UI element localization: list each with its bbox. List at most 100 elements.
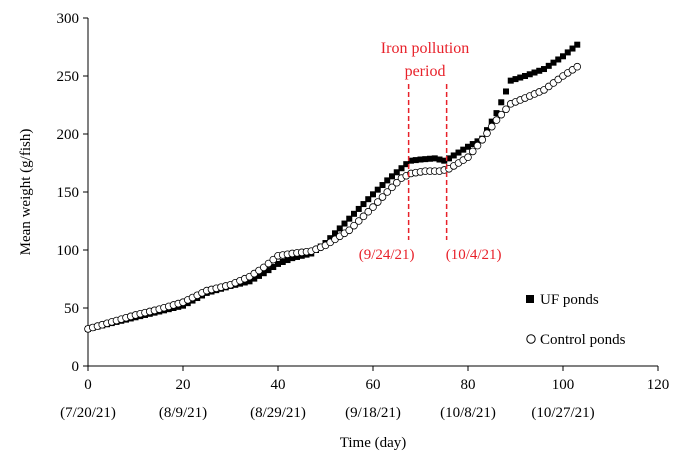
x-date-label: (8/9/21): [159, 405, 207, 421]
legend-marker-control-ponds: [526, 334, 536, 344]
control-point: [364, 207, 373, 216]
uf-point: [327, 235, 334, 242]
iron-pollution-annotation: Iron pollution period (9/24/21) (10/4/21…: [359, 40, 502, 263]
y-tick-label: 0: [72, 359, 80, 375]
uf-point: [446, 155, 452, 162]
uf-point: [379, 182, 386, 189]
x-tick-label: 80: [461, 377, 476, 393]
control-point: [464, 153, 472, 162]
y-axis-label: Mean weight (g/fish): [18, 129, 34, 256]
uf-point: [389, 173, 395, 180]
legend-label-uf-ponds: UF ponds: [540, 292, 599, 308]
uf-point: [355, 205, 362, 212]
uf-point: [522, 73, 528, 79]
uf-point: [560, 53, 566, 60]
control-point: [359, 212, 368, 221]
control-point: [487, 122, 496, 131]
x-tick-label: 0: [84, 377, 92, 393]
series-control-ponds: [84, 62, 582, 333]
uf-point: [493, 110, 500, 117]
uf-point: [488, 118, 495, 125]
uf-point: [360, 201, 367, 208]
y-tick-label: 100: [57, 243, 80, 259]
uf-point: [517, 74, 524, 81]
y-tick-label: 250: [57, 69, 80, 85]
uf-point: [332, 230, 338, 237]
x-axis-label: Time (day): [340, 435, 407, 451]
uf-point: [270, 264, 277, 271]
x-tick-label: 120: [647, 377, 670, 393]
uf-point: [545, 62, 552, 69]
uf-point: [512, 76, 519, 83]
uf-point: [365, 196, 372, 203]
uf-point: [541, 66, 547, 73]
x-date-label: (10/8/21): [440, 405, 496, 421]
uf-point: [536, 67, 543, 74]
x-date-label: (9/18/21): [345, 405, 401, 421]
x-tick-label: 100: [552, 377, 575, 393]
uf-point: [555, 56, 562, 63]
y-tick-label: 50: [64, 301, 79, 317]
control-point: [473, 141, 482, 150]
x-date-label: (8/29/21): [250, 405, 306, 421]
x-tick-label: 20: [176, 377, 191, 393]
uf-point: [370, 191, 376, 198]
uf-point: [431, 155, 438, 162]
control-point: [478, 136, 487, 144]
uf-point: [289, 255, 296, 262]
series-uf-ponds: [85, 41, 581, 332]
x-date-ticks: (7/20/21) (8/9/21) (8/29/21) (9/18/21) (10/8…: [60, 405, 595, 421]
uf-point: [279, 258, 286, 265]
uf-point: [550, 59, 557, 66]
uf-point: [346, 215, 353, 222]
uf-point: [256, 272, 262, 279]
control-point: [497, 110, 506, 119]
period-end-label: (10/4/21): [446, 247, 502, 263]
control-point: [468, 147, 477, 156]
uf-point: [265, 267, 272, 274]
uf-point: [275, 260, 281, 267]
uf-point: [374, 186, 381, 193]
uf-point: [403, 161, 410, 168]
control-point: [492, 116, 501, 124]
period-start-label: (9/24/21): [359, 247, 415, 263]
uf-point: [503, 88, 509, 95]
uf-point: [246, 278, 253, 285]
control-point: [383, 188, 392, 196]
uf-point: [564, 49, 571, 56]
uf-point: [251, 275, 258, 282]
uf-point: [469, 141, 476, 148]
uf-point: [408, 157, 414, 164]
control-point: [573, 62, 582, 71]
uf-point: [260, 270, 267, 277]
control-point: [350, 221, 358, 230]
uf-point: [474, 138, 481, 145]
uf-point: [336, 225, 343, 232]
uf-point: [341, 220, 348, 227]
y-tick-label: 200: [57, 127, 80, 143]
uf-point: [384, 177, 391, 184]
uf-point: [427, 155, 433, 162]
control-point: [354, 217, 363, 225]
x-date-label: (10/27/21): [531, 405, 594, 421]
control-point: [483, 129, 491, 138]
uf-point: [284, 257, 291, 264]
uf-point: [441, 157, 448, 164]
x-tick-label: 60: [366, 377, 381, 393]
uf-point: [398, 165, 405, 172]
uf-point: [455, 149, 462, 156]
control-point: [388, 183, 396, 192]
control-point: [392, 178, 401, 187]
control-point: [345, 226, 354, 235]
control-point: [369, 203, 377, 211]
uf-point: [526, 71, 533, 78]
uf-point: [460, 146, 467, 153]
period-label-line1: Iron pollution: [381, 40, 469, 57]
control-point: [378, 193, 387, 201]
uf-point: [436, 156, 443, 163]
uf-point: [294, 253, 300, 260]
uf-point: [422, 156, 429, 163]
uf-point: [351, 210, 357, 217]
legend: UF ponds Control ponds: [526, 292, 626, 348]
uf-point: [531, 69, 538, 76]
